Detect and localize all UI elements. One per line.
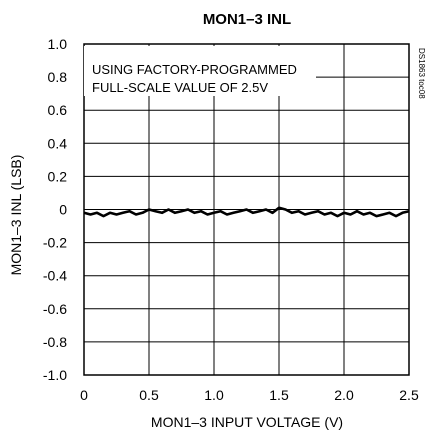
y-tick-label: 0.8 [48, 69, 68, 85]
y-axis-label: MON1–3 INL (LSB) [8, 155, 24, 276]
x-tick-label: 0.5 [139, 387, 159, 403]
x-tick-labels: 0 0.5 1.0 1.5 2.0 2.5 [80, 387, 419, 403]
x-tick-label: 2.5 [399, 387, 419, 403]
y-tick-label: 1.0 [48, 36, 68, 52]
x-tick-label: 1.5 [269, 387, 289, 403]
y-tick-label: -1.0 [43, 367, 67, 383]
chart-title: MON1–3 INL [203, 11, 291, 28]
inl-series-line [83, 206, 410, 218]
y-tick-label: 0.6 [48, 102, 68, 118]
y-tick-label: -0.8 [43, 334, 67, 350]
y-tick-labels: 1.0 0.8 0.6 0.4 0.2 0 -0.2 -0.4 -0.6 -0.8 -1.0 [43, 36, 67, 383]
y-tick-label: -0.2 [43, 235, 67, 251]
y-tick-label: 0 [59, 202, 67, 218]
plot-frame [83, 43, 410, 376]
annotation-box: USING FACTORY-PROGRAMMED FULL-SCALE VALU… [84, 46, 316, 96]
x-axis-label: MON1–3 INPUT VOLTAGE (V) [151, 414, 343, 430]
x-tick-label: 2.0 [334, 387, 354, 403]
y-tick-label: 0.4 [48, 135, 68, 151]
annotation-line-2: FULL-SCALE VALUE OF 2.5V [92, 80, 268, 95]
figure-code: DS1863 toc08 [417, 48, 426, 99]
y-tick-label: -0.4 [43, 268, 67, 284]
y-tick-label: 0.2 [48, 168, 68, 184]
x-tick-label: 0 [80, 387, 88, 403]
x-tick-label: 1.0 [204, 387, 224, 403]
annotation-line-1: USING FACTORY-PROGRAMMED [92, 62, 297, 77]
y-tick-label: -0.6 [43, 301, 67, 317]
